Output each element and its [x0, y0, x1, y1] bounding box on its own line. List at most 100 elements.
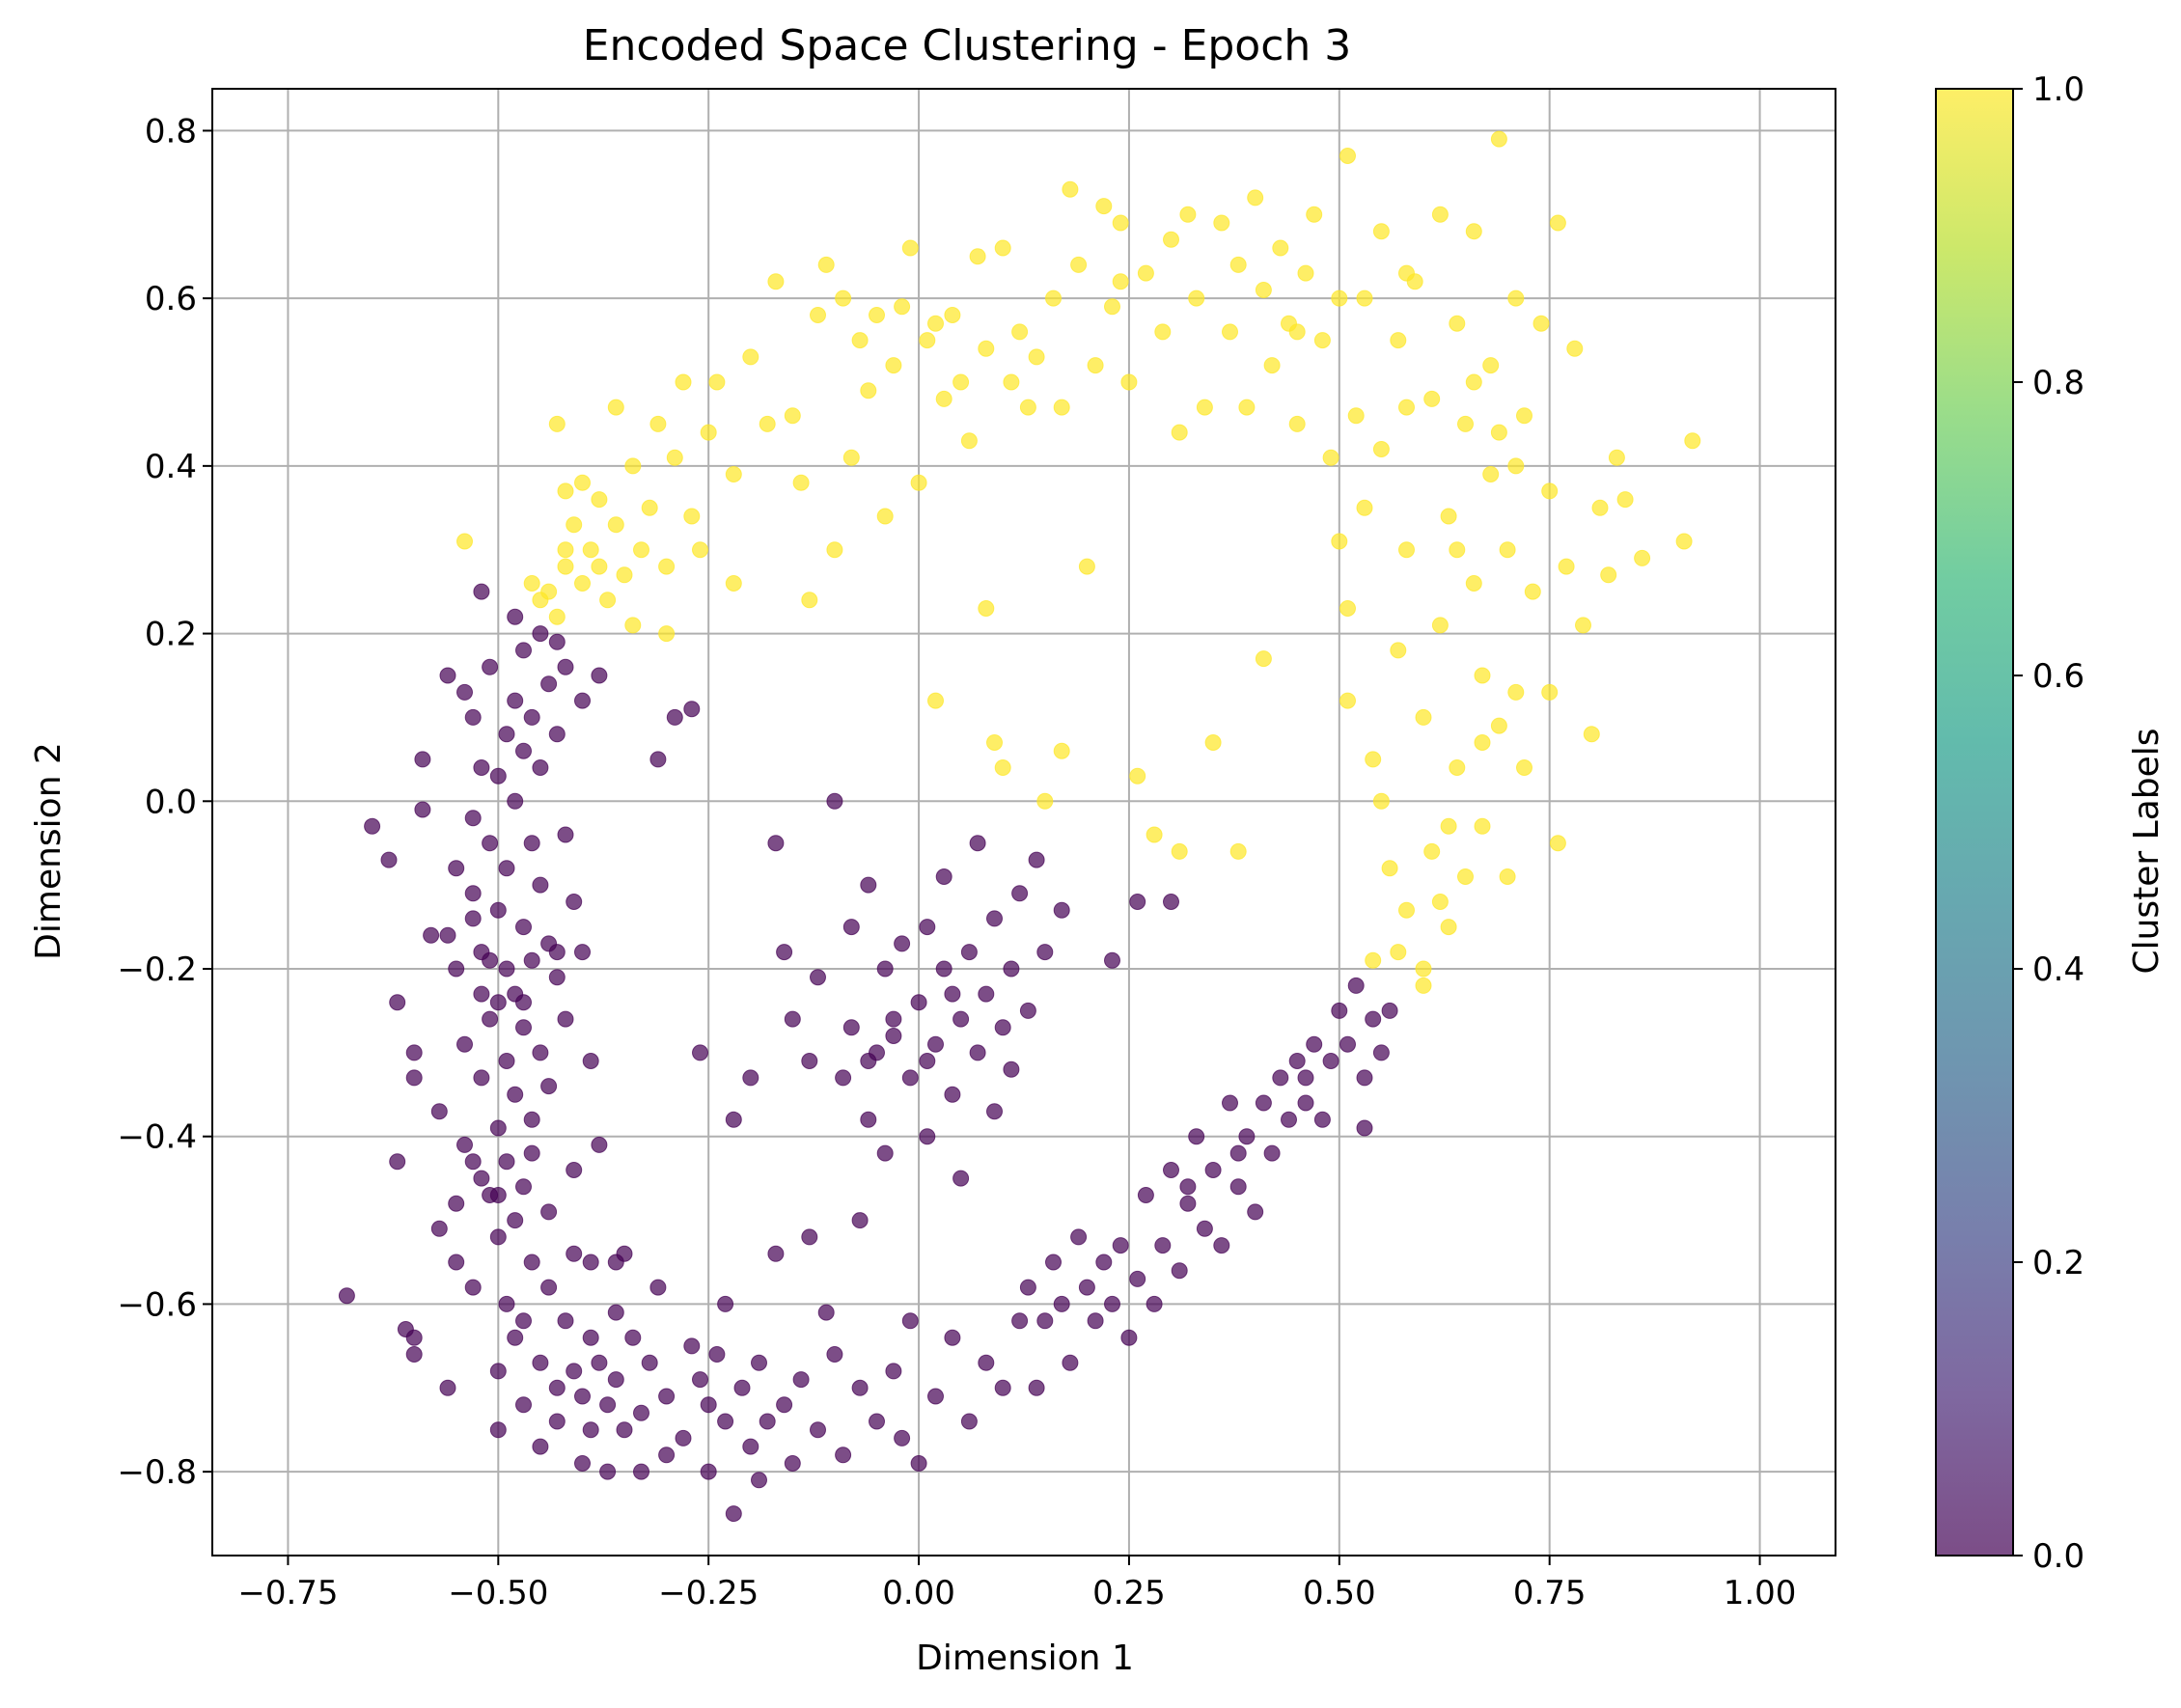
scatter-point-cluster-1	[591, 558, 608, 575]
scatter-point-cluster-0	[389, 994, 406, 1011]
scatter-point-cluster-1	[1507, 457, 1525, 475]
x-axis-label: Dimension 1	[916, 1639, 1134, 1678]
scatter-point-cluster-0	[1053, 901, 1070, 919]
scatter-point-cluster-1	[910, 474, 927, 491]
scatter-point-cluster-1	[1449, 541, 1466, 559]
scatter-point-cluster-1	[1078, 558, 1095, 575]
scatter-point-cluster-0	[532, 1438, 549, 1455]
scatter-point-cluster-0	[767, 835, 785, 852]
scatter-point-cluster-1	[574, 575, 591, 592]
scatter-point-cluster-1	[566, 516, 583, 534]
scatter-point-cluster-1	[1372, 441, 1390, 457]
x-axis: −0.75 −0.50 −0.25 0.00 0.25 0.50 0.75 1.00	[237, 1556, 1796, 1612]
scatter-point-cluster-1	[1288, 415, 1306, 432]
scatter-point-cluster-1	[1053, 399, 1070, 416]
scatter-point-cluster-0	[489, 1119, 507, 1137]
scatter-point-cluster-0	[1255, 1094, 1272, 1112]
scatter-point-cluster-1	[1440, 817, 1457, 835]
colorbar-tick-label: 0.4	[2032, 950, 2084, 989]
scatter-point-cluster-0	[935, 960, 952, 978]
scatter-point-cluster-1	[901, 239, 919, 257]
scatter-point-cluster-0	[927, 1388, 944, 1405]
scatter-point-cluster-1	[1229, 842, 1247, 860]
scatter-point-cluster-0	[414, 751, 431, 768]
x-tick-label: −0.25	[658, 1574, 759, 1612]
scatter-point-cluster-0	[1222, 1094, 1238, 1112]
scatter-point-cluster-1	[1415, 960, 1432, 978]
y-tick-label: −0.4	[117, 1118, 197, 1157]
scatter-point-cluster-1	[1482, 466, 1500, 482]
scatter-point-cluster-1	[1163, 231, 1179, 248]
scatter-point-cluster-0	[566, 1363, 583, 1380]
y-tick-label: 0.8	[145, 112, 197, 151]
scatter-point-cluster-1	[692, 541, 708, 559]
scatter-point-cluster-1	[792, 474, 810, 491]
scatter-point-cluster-0	[456, 683, 473, 701]
scatter-point-cluster-0	[439, 667, 456, 684]
scatter-point-cluster-0	[423, 926, 440, 944]
scatter-point-cluster-0	[1070, 1228, 1088, 1246]
scatter-point-cluster-0	[1154, 1237, 1172, 1254]
scatter-point-cluster-0	[944, 1086, 961, 1103]
scatter-point-cluster-1	[952, 373, 970, 391]
scatter-point-cluster-0	[1003, 960, 1020, 978]
scatter-point-cluster-0	[482, 1010, 499, 1028]
scatter-point-cluster-1	[599, 592, 617, 609]
scatter-point-cluster-1	[1028, 348, 1045, 366]
scatter-point-cluster-1	[1222, 323, 1238, 341]
scatter-point-cluster-0	[986, 1103, 1003, 1120]
scatter-point-cluster-1	[633, 541, 649, 559]
scatter-point-cluster-0	[910, 994, 927, 1011]
scatter-point-cluster-1	[1684, 432, 1701, 450]
scatter-point-cluster-0	[364, 817, 381, 835]
scatter-point-cluster-1	[1036, 792, 1054, 810]
scatter-point-cluster-0	[507, 1329, 524, 1346]
scatter-point-cluster-0	[532, 625, 549, 643]
scatter-point-cluster-1	[700, 424, 717, 441]
scatter-point-cluster-1	[860, 382, 877, 399]
scatter-point-cluster-1	[649, 415, 667, 432]
scatter-point-cluster-0	[1179, 1195, 1197, 1212]
scatter-point-cluster-0	[489, 1228, 507, 1246]
scatter-point-cluster-0	[692, 1044, 708, 1061]
scatter-point-cluster-0	[473, 1170, 490, 1187]
scatter-point-cluster-0	[515, 1019, 532, 1036]
scatter-point-cluster-1	[1171, 842, 1188, 860]
scatter-point-cluster-1	[1398, 901, 1415, 919]
scatter-point-cluster-0	[658, 1446, 676, 1464]
scatter-point-cluster-0	[1372, 1044, 1390, 1061]
scatter-point-cluster-1	[1431, 617, 1449, 634]
scatter-point-cluster-1	[1062, 180, 1079, 198]
scatter-point-cluster-1	[759, 415, 776, 432]
scatter-point-cluster-1	[591, 491, 608, 509]
scatter-point-cluster-0	[548, 969, 566, 986]
scatter-point-cluster-0	[1129, 1270, 1146, 1287]
scatter-point-cluster-1	[1516, 407, 1532, 425]
scatter-point-cluster-0	[532, 876, 549, 894]
scatter-point-cluster-1	[1297, 264, 1314, 282]
scatter-point-cluster-0	[591, 667, 608, 684]
scatter-point-cluster-0	[616, 1421, 633, 1439]
scatter-point-cluster-1	[557, 482, 574, 500]
scatter-point-cluster-1	[919, 332, 936, 349]
scatter-point-cluster-0	[1036, 944, 1054, 961]
scatter-point-cluster-0	[548, 726, 566, 743]
scatter-point-cluster-1	[986, 734, 1003, 751]
scatter-point-cluster-1	[944, 307, 961, 323]
colorbar-tick-label: 0.8	[2032, 364, 2084, 402]
scatter-point-cluster-0	[489, 1187, 507, 1203]
scatter-point-cluster-1	[1616, 491, 1634, 509]
scatter-point-cluster-0	[599, 1396, 617, 1414]
scatter-point-cluster-0	[784, 1455, 801, 1472]
scatter-point-cluster-0	[498, 1295, 515, 1312]
scatter-point-cluster-1	[935, 390, 952, 407]
scatter-point-cluster-0	[507, 792, 524, 810]
scatter-point-cluster-1	[1558, 558, 1575, 575]
scatter-point-cluster-0	[515, 742, 532, 759]
scatter-point-cluster-1	[557, 541, 574, 559]
x-tick-label: 0.25	[1092, 1574, 1166, 1612]
scatter-point-cluster-1	[1011, 323, 1029, 341]
scatter-point-cluster-1	[1381, 860, 1398, 877]
scatter-point-cluster-1	[1229, 256, 1247, 273]
